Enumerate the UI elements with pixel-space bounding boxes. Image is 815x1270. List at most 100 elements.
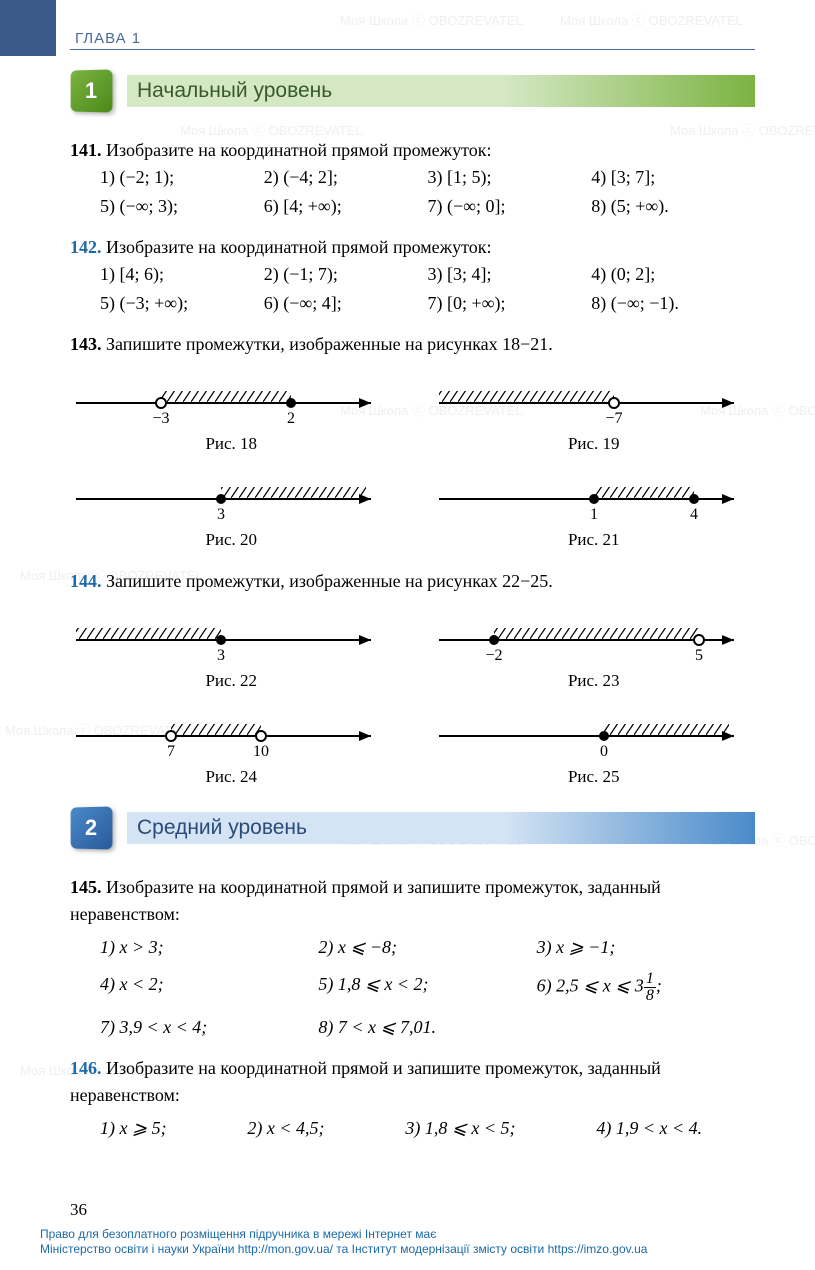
opt: 7) 3,9 < x < 4; [100,1014,318,1041]
problem-146-options: 1) x ⩾ 5; 2) x < 4,5; 3) 1,8 ⩽ x < 5; 4)… [100,1115,755,1142]
chapter-header: ГЛАВА 1 [75,30,755,47]
opt: 3) [1; 5); [428,164,592,191]
fig-19: −7 Рис. 19 [433,378,756,454]
page-content: ГЛАВА 1 1 Начальный уровень 141. Изобраз… [0,0,815,1142]
fig-24: 7 10 Рис. 24 [70,711,393,787]
opt: 7) [0; +∞); [428,290,592,317]
problem-142: 142. Изобразите на координатной прямой п… [70,234,755,317]
level2-bar: 2 Средний уровень [70,807,755,849]
opt: 8) (5; +∞). [591,193,755,220]
fig-21: 1 4 Рис. 21 [433,474,756,550]
opt: 4) x < 2; [100,971,318,1004]
problem-text: Запишите промежутки, изображенные на рис… [106,571,553,591]
opt: 6) [4; +∞); [264,193,428,220]
svg-text:1: 1 [590,506,598,523]
fig-25: 0 Рис. 25 [433,711,756,787]
fig-caption: Рис. 24 [70,767,393,787]
numberline-svg: 3 [71,615,391,665]
figs-row-3: 3 Рис. 22 −2 5 Рис. 23 [70,615,755,691]
opt: 2) (−4; 2]; [264,164,428,191]
opt: 2) (−1; 7); [264,261,428,288]
problem-text: Изобразите на координатной прямой промеж… [106,237,491,257]
opt: 2) x < 4,5; [247,1115,377,1142]
figs-row-2: 3 Рис. 20 1 4 Рис. 21 [70,474,755,550]
opt: 5) (−∞; 3); [100,193,264,220]
svg-text:−7: −7 [605,410,622,427]
figs-row-4: 7 10 Рис. 24 0 Рис. 25 [70,711,755,787]
problem-num: 145. [70,877,102,897]
fig-caption: Рис. 18 [70,434,393,454]
fig-18: −3 2 Рис. 18 [70,378,393,454]
svg-text:2: 2 [287,410,295,427]
figs-row-1: −3 2 Рис. 18 −7 Рис. 19 [70,378,755,454]
svg-text:4: 4 [690,506,698,523]
page-number: 36 [70,1200,87,1220]
opt: 1) x ⩾ 5; [100,1115,219,1142]
numberline-svg: 3 [71,474,391,524]
fig-caption: Рис. 21 [433,530,756,550]
fig-caption: Рис. 22 [70,671,393,691]
problem-142-options: 1) [4; 6); 2) (−1; 7); 3) [3; 4]; 4) (0;… [100,261,755,317]
problem-text: Изобразите на координатной прямой и запи… [70,877,661,924]
problem-num: 142. [70,237,102,257]
problem-num: 143. [70,334,102,354]
problem-text: Запишите промежутки, изображенные на рис… [106,334,553,354]
opt: 4) 1,9 < x < 4. [596,1115,755,1142]
numberline-svg: 0 [434,711,754,761]
fig-20: 3 Рис. 20 [70,474,393,550]
fig-caption: Рис. 19 [433,434,756,454]
fig-caption: Рис. 20 [70,530,393,550]
svg-text:5: 5 [695,647,703,664]
level1-badge: 1 [71,69,113,112]
numberline-svg: −2 5 [434,615,754,665]
header-rule [70,49,755,50]
level2-badge: 2 [71,806,113,849]
svg-text:0: 0 [600,743,608,760]
opt: 1) x > 3; [100,934,318,961]
numberline-svg: 7 10 [71,711,391,761]
level1-bar: 1 Начальный уровень [70,70,755,112]
opt: 3) 1,8 ⩽ x < 5; [405,1115,568,1142]
numberline-svg: −7 [434,378,754,428]
problem-146: 146. Изобразите на координатной прямой и… [70,1055,755,1142]
problem-num: 146. [70,1058,102,1078]
svg-text:−2: −2 [485,647,502,664]
opt: 5) 1,8 ⩽ x < 2; [318,971,536,1004]
opt: 7) (−∞; 0]; [428,193,592,220]
opt: 1) (−2; 1); [100,164,264,191]
opt: 8) 7 < x ⩽ 7,01. [318,1014,536,1041]
svg-text:3: 3 [217,647,225,664]
opt: 3) x ⩾ −1; [537,934,755,961]
svg-text:7: 7 [167,743,175,760]
problem-text: Изобразите на координатной прямой и запи… [70,1058,661,1105]
fig-caption: Рис. 25 [433,767,756,787]
svg-text:3: 3 [217,506,225,523]
footnote-line: Міністерство освіти і науки України http… [40,1242,647,1258]
problem-141: 141. Изобразите на координатной прямой п… [70,137,755,220]
opt: 4) (0; 2]; [591,261,755,288]
problem-145-options: 1) x > 3; 2) x ⩽ −8; 3) x ⩾ −1; 4) x < 2… [100,934,755,1041]
svg-text:−3: −3 [153,410,170,427]
footnote-line: Право для безоплатного розміщення підруч… [40,1227,647,1243]
fig-23: −2 5 Рис. 23 [433,615,756,691]
svg-text:10: 10 [253,743,269,760]
problem-145: 145. Изобразите на координатной прямой и… [70,874,755,1041]
fig-22: 3 Рис. 22 [70,615,393,691]
problem-143: 143. Запишите промежутки, изображенные н… [70,331,755,358]
opt: 2) x ⩽ −8; [318,934,536,961]
opt: 3) [3; 4]; [428,261,592,288]
level2-title: Средний уровень [127,812,755,844]
problem-144: 144. Запишите промежутки, изображенные н… [70,568,755,595]
opt: 5) (−3; +∞); [100,290,264,317]
opt: 1) [4; 6); [100,261,264,288]
level1-title: Начальный уровень [127,75,755,107]
fig-caption: Рис. 23 [433,671,756,691]
opt: 6) (−∞; 4]; [264,290,428,317]
problem-141-options: 1) (−2; 1); 2) (−4; 2]; 3) [1; 5); 4) [3… [100,164,755,220]
opt: 8) (−∞; −1). [591,290,755,317]
footnote: Право для безоплатного розміщення підруч… [40,1227,647,1258]
problem-text: Изобразите на координатной прямой промеж… [106,140,491,160]
opt: 4) [3; 7]; [591,164,755,191]
opt: 6) 2,5 ⩽ x ⩽ 318; [537,971,755,1004]
problem-num: 141. [70,140,102,160]
